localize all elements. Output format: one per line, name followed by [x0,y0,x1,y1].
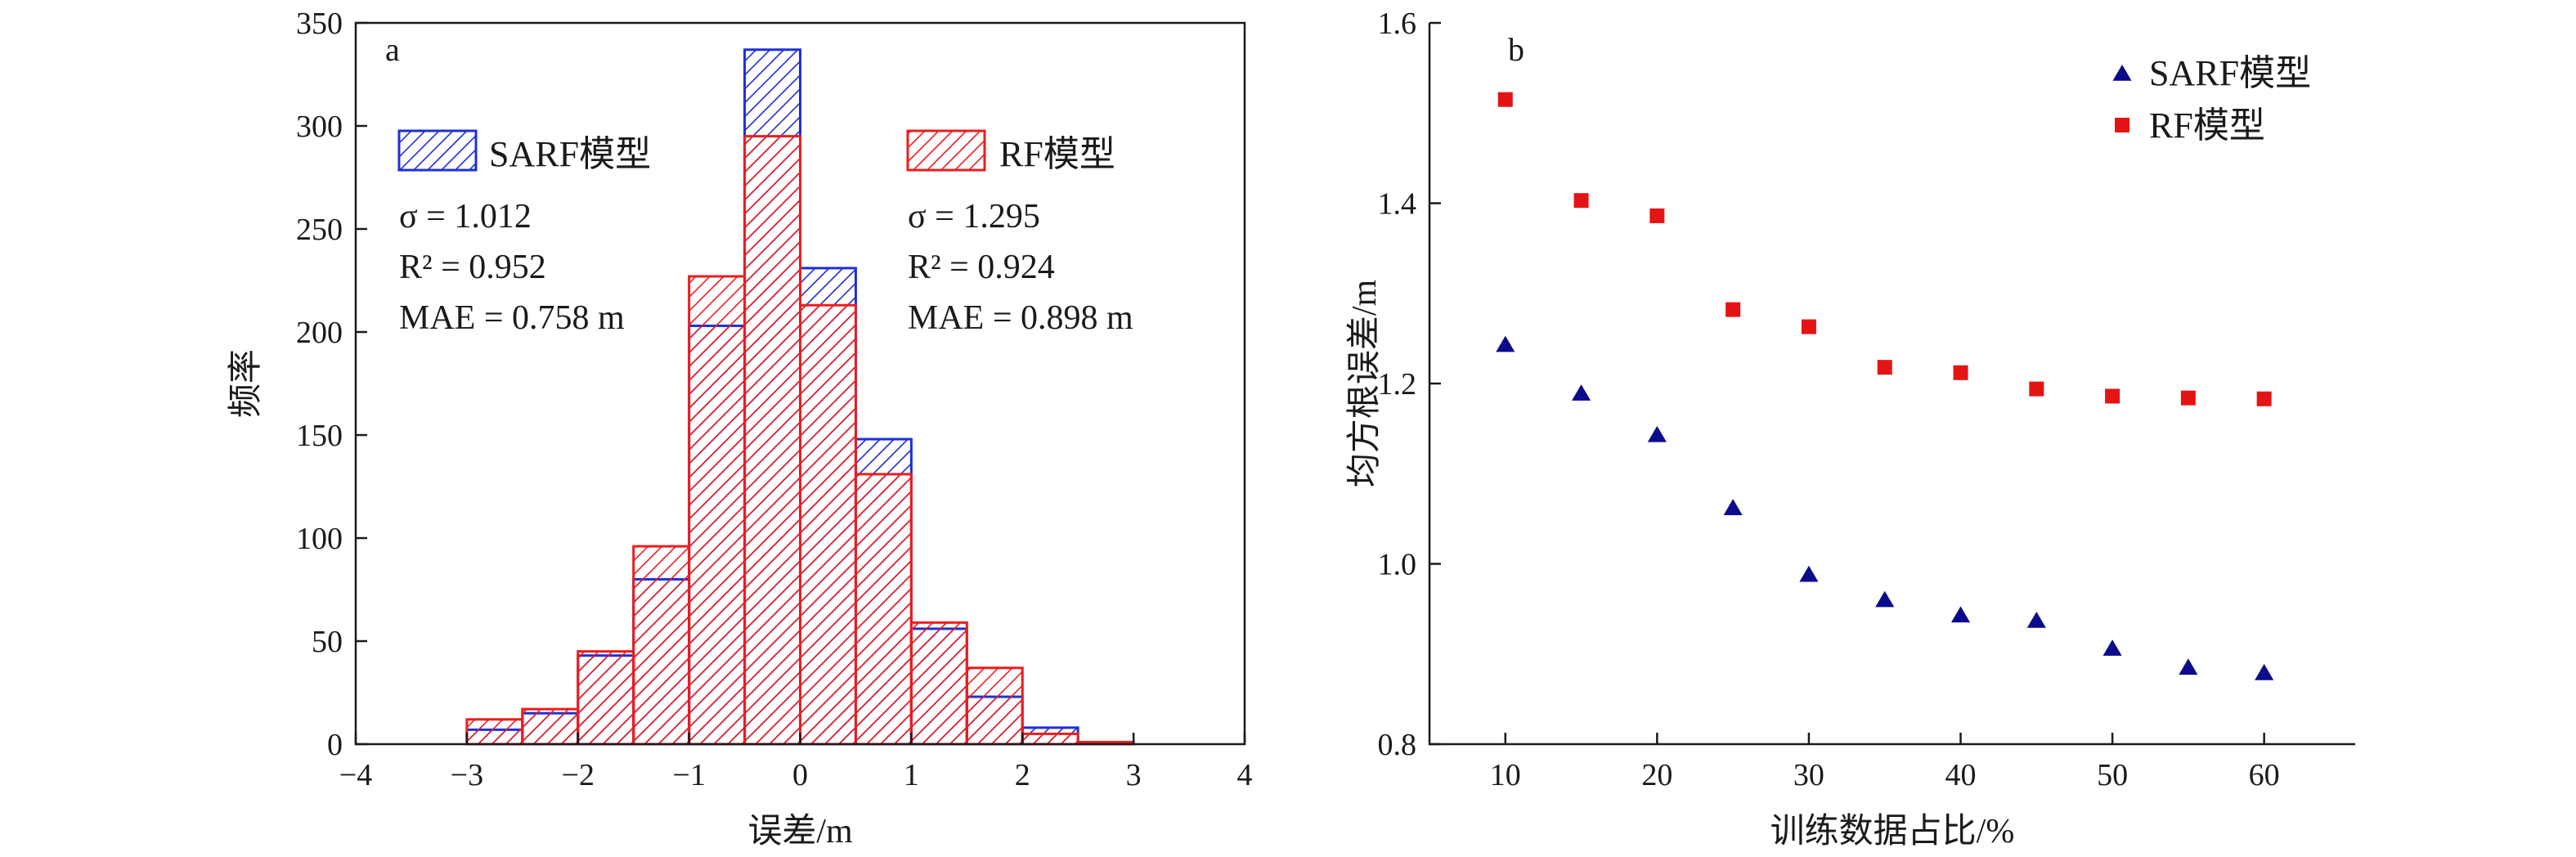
rf-mae-annotation: MAE = 0.898 m [908,299,1133,337]
sarf-point [1647,425,1667,442]
x-tick-label: 0 [792,758,808,792]
rf-point [1953,365,1968,380]
rf-bar [632,545,691,746]
rf-bar [909,621,968,746]
y-tick-label: 150 [296,419,343,453]
x-tick-label: 3 [1126,758,1142,792]
panel-a-letter: a [385,31,400,68]
rf-bar [1021,732,1079,746]
x-tick-label: −3 [451,758,483,792]
y-tick-label: 1.0 [1378,548,1417,582]
y-tick-label: 1.2 [1378,367,1417,402]
x-tick-label: −1 [672,758,705,792]
histogram-x-ticks: −4 −3 −2 −1 0 1 2 3 4 [339,733,1253,792]
x-tick-label: 10 [1490,758,1521,792]
sarf-r2-annotation: R² = 0.952 [399,249,546,286]
sarf-point [1875,590,1895,608]
y-tick-label: 0.8 [1378,728,1417,762]
x-tick-label: 4 [1237,758,1253,792]
sarf-scatter-points [1496,335,2274,680]
rf-point [2029,381,2044,397]
sarf-point [1799,565,1819,582]
rf-bar [854,473,913,746]
sarf-legend-triangle-marker [2112,65,2132,81]
sarf-legend-label: SARF模型 [489,134,651,174]
sarf-point [2255,663,2274,680]
rf-scatter-legend-label: RF模型 [2149,105,2265,146]
sarf-point [1572,384,1591,401]
y-tick-label: 0 [327,728,343,762]
sarf-scatter-legend-label: SARF模型 [2149,53,2311,93]
rf-point [1649,208,1665,223]
rf-point [1877,360,1892,375]
scatter-y-axis-title: 均方根误差/m [1346,280,1384,488]
rf-bar [799,303,857,746]
rf-bar [688,275,747,746]
y-tick-label: 350 [296,7,343,41]
scatter-x-axis-title: 训练数据占比/% [1770,812,2015,850]
x-tick-label: 20 [1641,758,1672,792]
x-tick-label: 40 [1945,758,1977,792]
rf-bar [465,718,524,746]
rf-legend-block: RF模型 σ = 1.295 R² = 0.924 MAE = 0.898 m [906,129,1133,337]
rf-bar [577,650,635,746]
rf-legend-square-marker [2115,118,2129,132]
rf-bar [965,666,1024,746]
x-tick-label: 2 [1015,758,1030,792]
sarf-point [2103,639,2122,656]
y-tick-label: 1.6 [1378,7,1417,41]
rf-point [1497,92,1513,107]
x-tick-label: 60 [2249,758,2280,792]
rf-point [1573,193,1589,209]
rmse-scatter-panel: 10 20 30 40 50 60 0.81.01.21.41.6 b 训练数据占比/% … [1346,7,2355,850]
y-tick-label: 300 [296,110,343,144]
histogram-y-axis-title: 频率 [227,349,265,418]
sarf-mae-annotation: MAE = 0.758 m [399,299,625,337]
sarf-point [1496,335,1515,352]
panel-b-letter: b [1508,31,1524,68]
y-tick-label: 250 [296,213,343,247]
y-tick-label: 200 [296,316,343,350]
rf-legend-label: RF模型 [999,134,1115,174]
scatter-legend: SARF模型 RF模型 [2112,53,2311,146]
rf-scatter-points [1497,92,2272,406]
rf-point [2180,390,2196,406]
y-tick-label: 50 [312,625,343,659]
x-tick-label: −2 [562,758,595,792]
rf-point [1801,319,1816,334]
rf-point [2256,391,2272,406]
scatter-y-ticks: 0.8 1.0 1.2 1.4 1.6 [1378,7,1441,762]
rf-bar [743,135,801,746]
histogram-y-ticks: 0 50 100 150 200 250 300 350 [296,7,367,762]
sarf-point [1950,606,1971,623]
sarf-point [2026,611,2046,628]
x-tick-label: 50 [2097,758,2128,792]
rf-histogram-bars [465,135,1135,746]
rf-legend-swatch [906,129,986,172]
histogram-x-axis-title: 误差/m [747,813,853,850]
sarf-legend-swatch [397,129,478,172]
sarf-point [2179,658,2198,675]
rf-point [2105,388,2120,404]
x-tick-label: −4 [339,758,372,792]
sarf-sigma-annotation: σ = 1.012 [399,198,532,236]
y-tick-label: 100 [296,522,343,556]
sarf-legend-block: SARF模型 σ = 1.012 R² = 0.952 MAE = 0.758 … [397,129,651,337]
rf-sigma-annotation: σ = 1.295 [908,198,1040,236]
rf-point [1726,302,1741,317]
rf-bar [521,707,580,746]
sarf-point [1723,499,1743,515]
histogram-panel: −4 −3 −2 −1 0 1 2 3 4 0 50 100 150 200 250 300 350 a 误差… [227,7,1253,850]
x-tick-label: 30 [1793,758,1824,792]
x-tick-label: 1 [904,758,919,792]
rf-r2-annotation: R² = 0.924 [908,249,1055,286]
scatter-x-ticks: 10 20 30 40 50 60 [1490,733,2280,792]
y-tick-label: 1.4 [1378,187,1417,222]
